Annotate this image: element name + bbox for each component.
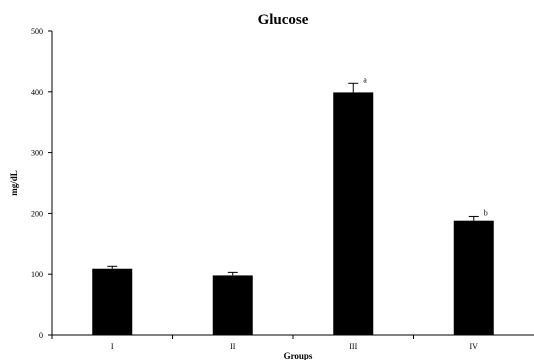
bar-III [333,92,374,336]
x-tick-label: I [111,342,114,351]
y-tick-label: 400 [31,88,43,97]
bar-II [212,275,253,335]
y-tick-label: 0 [39,331,43,340]
bar-I [92,268,133,335]
y-tick-label: 200 [31,209,43,218]
x-axis-ticks: I II III IV [51,335,479,351]
significance-label: b [484,208,488,217]
x-axis-label: Groups [284,351,313,360]
y-tick-label: 100 [31,270,43,279]
bar-IV [453,220,494,335]
y-tick-label: 300 [31,149,43,158]
y-axis-ticks: 0 100 200 300 400 500 [31,27,52,340]
y-axis-label: mg/dL [9,170,19,196]
y-tick-label: 500 [31,27,43,36]
chart-title: Glucose [258,12,309,28]
x-tick-label: III [349,342,357,351]
significance-label: a [363,75,367,84]
bars: ab [92,75,494,336]
x-tick-label: II [230,342,236,351]
x-tick-label: IV [470,342,479,351]
